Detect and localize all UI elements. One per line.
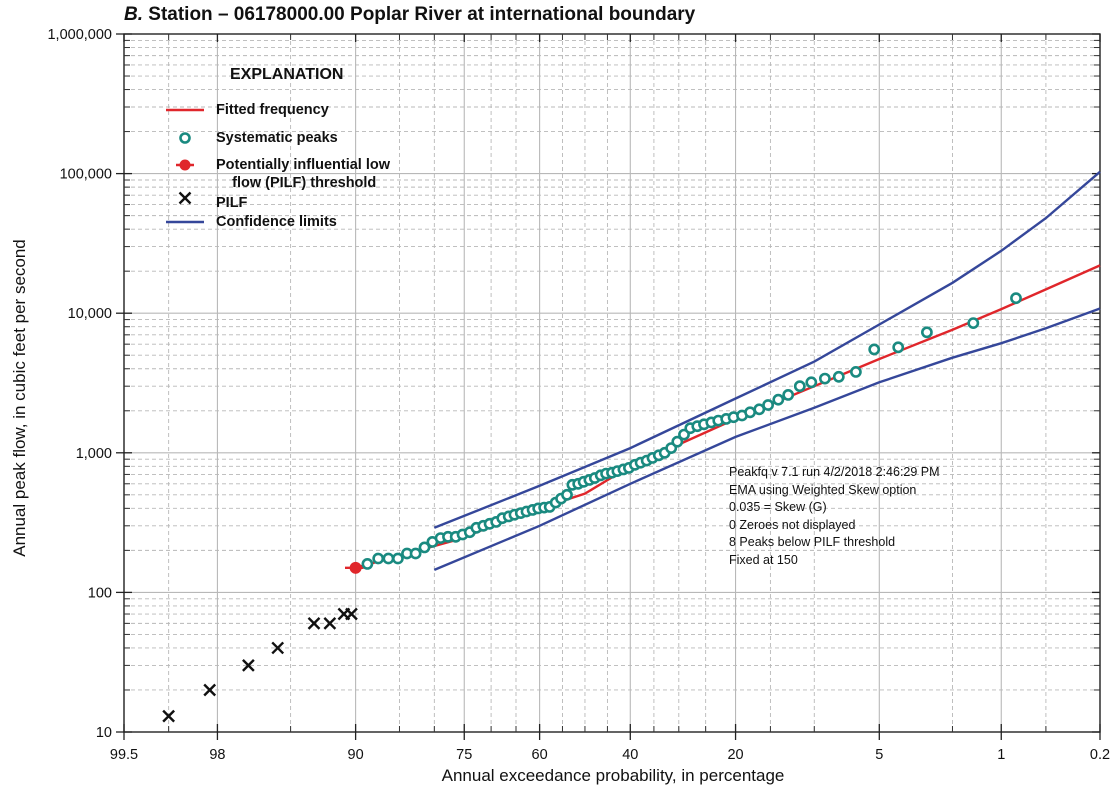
y-tick-label: 1,000,000: [47, 27, 112, 43]
x-tick-label: 99.5: [110, 747, 138, 763]
systematic-peak-point: [418, 541, 431, 554]
systematic-peak-point: [382, 552, 395, 565]
systematic-peak-point: [850, 365, 862, 378]
legend-item-fitted: Fitted frequency: [216, 102, 329, 118]
y-tick-label: 10: [96, 725, 112, 741]
legend-systematic-circle-icon: [179, 132, 191, 144]
tick-marks: [116, 33, 1101, 740]
x-tick-label: 75: [456, 747, 472, 763]
pilf-point: [307, 617, 321, 630]
chart-title-prefix: B.: [124, 4, 143, 25]
systematic-peak-point: [819, 372, 831, 385]
systematic-peak-point: [967, 317, 980, 329]
legend-title: EXPLANATION: [230, 66, 344, 83]
chart-title: B. Station – 06178000.00 Poplar River at…: [124, 4, 695, 26]
chart-title-text: Station – 06178000.00 Poplar River at in…: [148, 4, 696, 25]
annotation-line: Peakfq v 7.1 run 4/2/2018 2:46:29 PM: [729, 465, 940, 479]
systematic-peak-point: [805, 376, 818, 389]
systematic-peak-point: [391, 552, 404, 565]
pilf-threshold-point: [349, 561, 362, 574]
pilf-point: [271, 641, 285, 655]
x-axis-label: Annual exceedance probability, in percen…: [441, 766, 785, 785]
x-tick-label: 20: [727, 747, 743, 763]
confidence-limit-line: [433, 170, 1101, 529]
pilf-point: [323, 617, 337, 630]
legend-item-pilf-threshold: Potentially influential low flow (PILF) …: [216, 157, 391, 191]
legend-item-pilf: PILF: [216, 195, 248, 211]
x-tick-label: 98: [209, 747, 225, 763]
pilf-point: [242, 659, 255, 672]
systematic-peak-point: [921, 326, 933, 339]
pilf-point: [203, 683, 217, 697]
series-layer: [162, 170, 1101, 723]
legend-pilf-threshold-dot-icon: [179, 159, 191, 171]
x-tick-label: 60: [532, 747, 548, 763]
y-tick-label: 10,000: [68, 306, 112, 322]
annotation-line: 8 Peaks below PILF threshold: [729, 535, 896, 549]
x-tick-label: 0.2: [1090, 747, 1110, 763]
systematic-peak-point: [753, 403, 766, 416]
legend-item-confidence: Confidence limits: [216, 214, 337, 230]
y-axis-label: Annual peak flow, in cubic feet per seco…: [10, 239, 29, 557]
systematic-peak-point: [1010, 292, 1022, 305]
systematic-peak-point: [793, 380, 806, 393]
systematic-peak-point: [409, 547, 422, 560]
axes: 10 100 1,000 10,000 100,000 1,000,000 99.5 98 90…: [47, 27, 1110, 763]
systematic-peak-point: [561, 488, 573, 501]
y-tick-label: 100: [88, 585, 112, 601]
systematic-peak-point: [782, 388, 795, 401]
x-tick-label: 90: [348, 747, 364, 763]
plot-frame: [123, 33, 1101, 733]
legend-symbols: [166, 108, 204, 224]
y-tick-label: 1,000: [76, 446, 112, 462]
confidence-limit-line: [433, 307, 1101, 572]
legend-item-systematic: Systematic peaks: [216, 130, 338, 146]
systematic-peak-point: [671, 435, 684, 448]
systematic-peak-point: [372, 552, 385, 565]
annotation-line: Fixed at 150: [729, 552, 798, 567]
x-tick-label: 5: [875, 747, 883, 763]
x-tick-label: 1: [997, 747, 1005, 763]
legend-pilf-x-icon: [178, 191, 192, 205]
pilf-point: [345, 607, 358, 621]
pilf-point: [162, 709, 175, 723]
systematic-peak-point: [744, 406, 756, 419]
annotation-line: 0.035 = Skew (G): [729, 500, 827, 514]
annotation-line: EMA using Weighted Skew option: [729, 482, 917, 497]
systematic-peak-point: [832, 370, 845, 383]
systematic-peak-point: [762, 399, 774, 411]
systematic-peak-point: [772, 393, 785, 406]
grid: [123, 34, 1101, 733]
annotation-line: 0 Zeroes not displayed: [729, 517, 856, 532]
systematic-peak-point: [892, 341, 905, 354]
systematic-peak-point: [361, 558, 374, 570]
x-tick-label: 40: [622, 747, 638, 763]
y-tick-label: 100,000: [60, 167, 112, 183]
systematic-peak-point: [868, 343, 881, 356]
annotation-box: Peakfq v 7.1 run 4/2/2018 2:46:29 PM EMA…: [729, 464, 940, 569]
